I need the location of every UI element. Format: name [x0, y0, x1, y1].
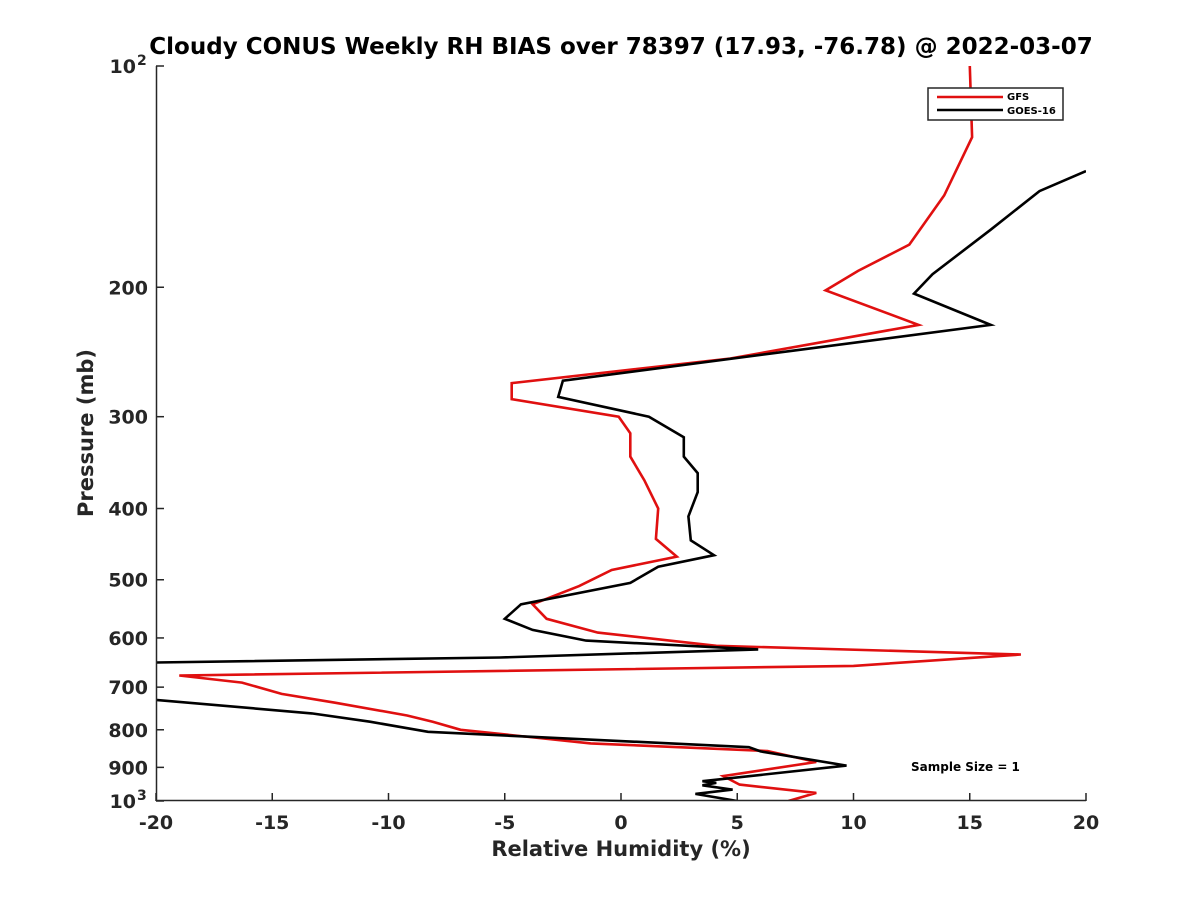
y-tick-label: 10: [110, 56, 136, 78]
chart-title: Cloudy CONUS Weekly RH BIAS over 78397 (…: [149, 34, 1092, 60]
y-tick-exponent: 2: [137, 53, 147, 69]
x-tick-label: 10: [840, 812, 866, 834]
axes: [155, 66, 1086, 802]
y-tick-label: 400: [108, 499, 148, 521]
x-tick-label: -5: [494, 812, 515, 834]
y-tick-label: 500: [108, 570, 148, 592]
legend: GFS GOES-16: [927, 87, 1064, 121]
y-tick-label: 300: [108, 407, 148, 429]
x-tick-label: 0: [614, 812, 627, 834]
legend-label-goes16: GOES-16: [1007, 106, 1056, 117]
x-axis-label: Relative Humidity (%): [491, 837, 750, 861]
series-layer: [156, 66, 1086, 801]
x-tick-label: -15: [255, 812, 289, 834]
series-line-0: [179, 66, 1021, 801]
y-tick-label: 200: [108, 277, 148, 299]
y-tick-label: 600: [108, 628, 148, 650]
y-tick-label: 900: [108, 757, 148, 779]
x-tick-label: -20: [139, 812, 173, 834]
y-tick-label: 700: [108, 677, 148, 699]
x-tick-label: 15: [957, 812, 983, 834]
sample-size-annotation: Sample Size = 1: [911, 760, 1020, 774]
y-axis-label: Pressure (mb): [74, 349, 98, 517]
y-tick-label: 800: [108, 720, 148, 742]
x-tick-label: 20: [1073, 812, 1099, 834]
legend-label-gfs: GFS: [1007, 92, 1029, 103]
series-line-1: [156, 169, 1086, 801]
y-tick-label: 10: [110, 791, 136, 813]
x-tick-label: -10: [371, 812, 405, 834]
x-ticks: -20 -15 -10 -5 0 5 10 15 20: [139, 793, 1099, 834]
legend-box: [927, 87, 1064, 121]
x-tick-label: 5: [731, 812, 744, 834]
y-tick-exponent: 3: [137, 788, 147, 804]
